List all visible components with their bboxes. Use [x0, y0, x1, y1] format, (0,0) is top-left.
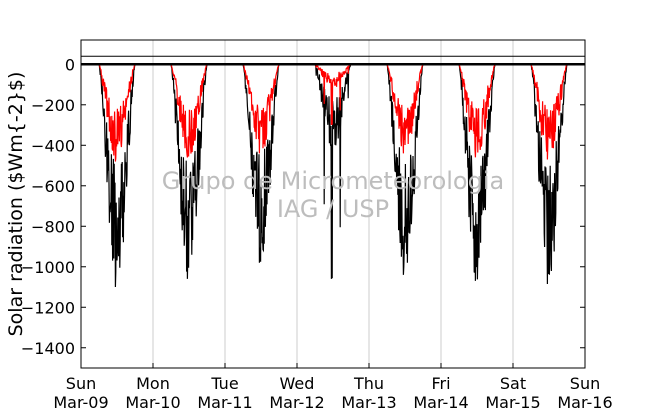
x-tick-label-date: Mar-16	[557, 393, 612, 409]
x-tick-label-day: Mon	[136, 374, 170, 393]
y-tick-label: −1400	[21, 339, 75, 358]
series-line-red	[85, 63, 581, 162]
x-tick-label-day: Sun	[570, 374, 600, 393]
y-tick-label: −1200	[21, 298, 75, 317]
series-line-black	[85, 63, 581, 288]
x-tick-label-date: Mar-15	[485, 393, 540, 409]
x-tick-label-day: Fri	[431, 374, 450, 393]
x-tick-label-date: Mar-12	[269, 393, 324, 409]
x-tick-label-day: Thu	[353, 374, 384, 393]
y-tick-label: −1000	[21, 258, 75, 277]
x-tick-label-date: Mar-11	[197, 393, 252, 409]
x-tick-label-day: Tue	[210, 374, 238, 393]
x-tick-label-date: Mar-13	[341, 393, 396, 409]
x-axis: SunMar-09MonMar-10TueMar-11WedMar-12ThuM…	[53, 363, 613, 409]
reference-lines	[81, 55, 585, 66]
y-tick-label: −600	[31, 177, 75, 196]
x-tick-label-date: Mar-14	[413, 393, 468, 409]
x-tick-label-day: Sat	[500, 374, 526, 393]
y-axis: 0 −200 −400 −600 −800 −1000 −1200 −1400	[21, 55, 585, 358]
y-tick-label: −200	[31, 96, 75, 115]
vertical-grid	[152, 40, 514, 368]
x-tick-label-day: Wed	[280, 374, 315, 393]
series-group	[85, 63, 581, 288]
x-tick-label-day: Sun	[66, 374, 96, 393]
y-tick-label: −400	[31, 136, 75, 155]
watermark-line: Grupo de Micrometeorologia	[162, 167, 504, 195]
x-tick-label-date: Mar-09	[53, 393, 108, 409]
watermark-line: IAG / USP	[277, 195, 389, 223]
y-tick-label: 0	[65, 55, 75, 74]
plot-frame	[80, 39, 586, 369]
x-tick-label-date: Mar-10	[125, 393, 180, 409]
y-axis-label: Solar radiation ($Wm{-2}$)	[5, 72, 27, 337]
y-tick-label: −800	[31, 217, 75, 236]
